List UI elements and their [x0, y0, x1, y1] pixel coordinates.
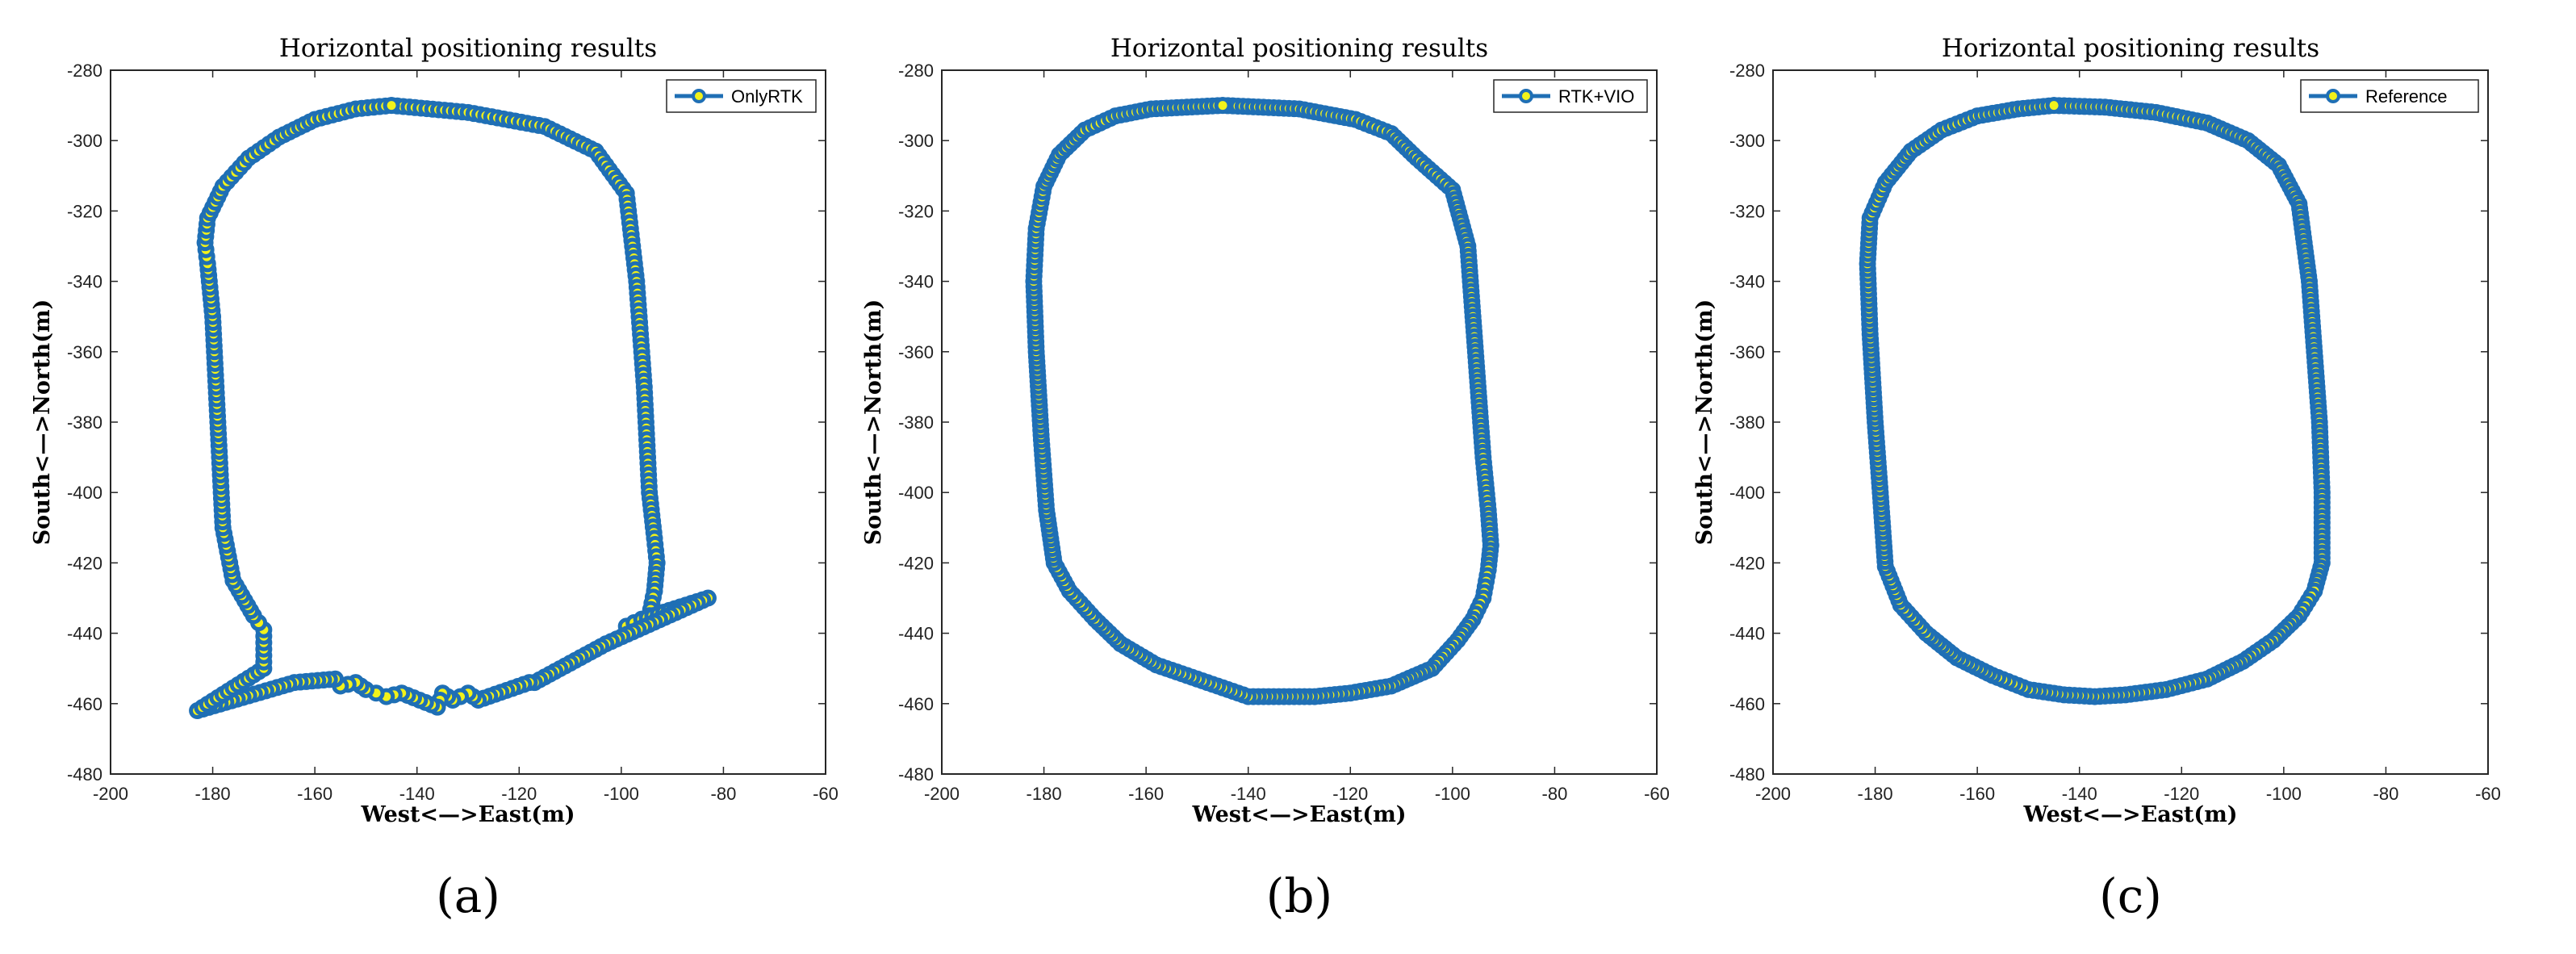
- y-tick-label: -480: [1729, 764, 1765, 785]
- axis-ticks: -200 -180 -160 -140 -120 -100 -80 -60 -280 -300 -3…: [898, 61, 1670, 804]
- x-tick-label: -140: [399, 784, 435, 804]
- x-tick-label: -140: [2062, 784, 2097, 804]
- y-tick-label: -300: [1729, 131, 1765, 151]
- x-tick-label: -200: [93, 784, 128, 804]
- series-layer: [189, 97, 717, 720]
- y-tick-label: -400: [67, 483, 102, 503]
- x-tick-label: -60: [2475, 784, 2501, 804]
- y-tick-label: -320: [67, 201, 102, 221]
- y-tick-label: -480: [898, 764, 934, 785]
- legend: OnlyRTK: [666, 79, 817, 113]
- x-tick-label: -120: [2164, 784, 2199, 804]
- y-tick-label: -420: [898, 553, 934, 573]
- y-tick-label: -280: [1729, 61, 1765, 81]
- y-tick-label: -340: [67, 272, 102, 292]
- x-tick-label: -140: [1231, 784, 1266, 804]
- y-tick-label: -460: [67, 694, 102, 714]
- x-tick-label: -120: [501, 784, 537, 804]
- x-tick-label: -80: [1542, 784, 1568, 804]
- y-tick-label: -360: [67, 342, 102, 362]
- x-tick-label: -200: [1755, 784, 1791, 804]
- legend-label: Reference: [2365, 86, 2448, 107]
- axis-ticks: -200 -180 -160 -140 -120 -100 -80 -60 -280 -300 -3…: [1729, 61, 2501, 804]
- x-tick-label: -100: [604, 784, 639, 804]
- y-axis-label: South<—>North(m): [1692, 299, 1717, 546]
- legend-label: RTK+VIO: [1558, 86, 1634, 107]
- y-tick-label: -380: [67, 412, 102, 433]
- y-tick-label: -380: [1729, 412, 1765, 433]
- y-tick-label: -280: [67, 61, 102, 81]
- y-tick-label: -300: [67, 131, 102, 151]
- y-tick-label: -280: [898, 61, 934, 81]
- y-tick-label: -400: [898, 483, 934, 503]
- y-axis-label: South<—>North(m): [30, 299, 55, 546]
- legend-label: OnlyRTK: [731, 86, 803, 107]
- x-tick-label: -100: [1435, 784, 1470, 804]
- series-layer: [1025, 97, 1499, 705]
- x-tick-label: -160: [1128, 784, 1164, 804]
- chart-title: Horizontal positioning results: [1942, 34, 2319, 63]
- x-axis-label: West<—>East(m): [2022, 802, 2237, 827]
- y-tick-label: -400: [1729, 483, 1765, 503]
- data-point: [2045, 97, 2063, 115]
- y-tick-label: -420: [67, 553, 102, 573]
- panel-b: Horizontal positioning results -200 -180-…: [861, 34, 1670, 923]
- data-point: [1214, 97, 1232, 115]
- panel-c: Horizontal positioning results -200 -180-…: [1692, 34, 2501, 923]
- x-tick-label: -80: [711, 784, 737, 804]
- x-tick-label: -80: [2373, 784, 2399, 804]
- x-tick-label: -200: [924, 784, 960, 804]
- legend: RTK+VIO: [1493, 79, 1648, 113]
- y-tick-label: -320: [898, 201, 934, 221]
- x-tick-label: -60: [1644, 784, 1670, 804]
- y-tick-label: -440: [1729, 624, 1765, 644]
- y-tick-label: -300: [898, 131, 934, 151]
- x-tick-label: -180: [195, 784, 231, 804]
- x-axis-label: West<—>East(m): [360, 802, 575, 827]
- legend-marker: [2326, 89, 2340, 103]
- y-tick-label: -440: [67, 624, 102, 644]
- y-tick-label: -480: [67, 764, 102, 785]
- x-tick-label: -180: [1027, 784, 1062, 804]
- x-tick-label: -180: [1858, 784, 1893, 804]
- y-tick-label: -380: [898, 412, 934, 433]
- y-tick-label: -420: [1729, 553, 1765, 573]
- chart-title: Horizontal positioning results: [279, 34, 657, 63]
- y-tick-label: -320: [1729, 201, 1765, 221]
- panel-label: (c): [2099, 868, 2162, 923]
- panel-label: (a): [436, 868, 500, 923]
- series-layer: [1859, 97, 2331, 705]
- x-tick-label: -60: [813, 784, 838, 804]
- y-tick-label: -340: [898, 272, 934, 292]
- x-axis-label: West<—>East(m): [1191, 802, 1406, 827]
- y-axis-label: South<—>North(m): [861, 299, 886, 546]
- y-tick-label: -360: [1729, 342, 1765, 362]
- legend-marker: [692, 89, 706, 103]
- x-tick-label: -160: [1959, 784, 1995, 804]
- data-point: [383, 97, 400, 115]
- chart-title: Horizontal positioning results: [1110, 34, 1488, 63]
- y-tick-label: -460: [1729, 694, 1765, 714]
- x-tick-label: -120: [1332, 784, 1368, 804]
- y-tick-label: -460: [898, 694, 934, 714]
- plot-area: [941, 69, 1658, 775]
- panel-a: Horizontal positioning results -200 -180-…: [30, 34, 838, 923]
- panel-label: (b): [1266, 868, 1332, 923]
- y-tick-label: -340: [1729, 272, 1765, 292]
- legend: Reference: [2300, 79, 2479, 113]
- axis-ticks: -200 -180 -160 -140 -120 -100 -80 -60 -280 -300 -3…: [67, 61, 838, 804]
- legend-marker: [1519, 89, 1533, 103]
- y-tick-label: -440: [898, 624, 934, 644]
- x-tick-label: -100: [2266, 784, 2302, 804]
- x-tick-label: -160: [297, 784, 332, 804]
- y-tick-label: -360: [898, 342, 934, 362]
